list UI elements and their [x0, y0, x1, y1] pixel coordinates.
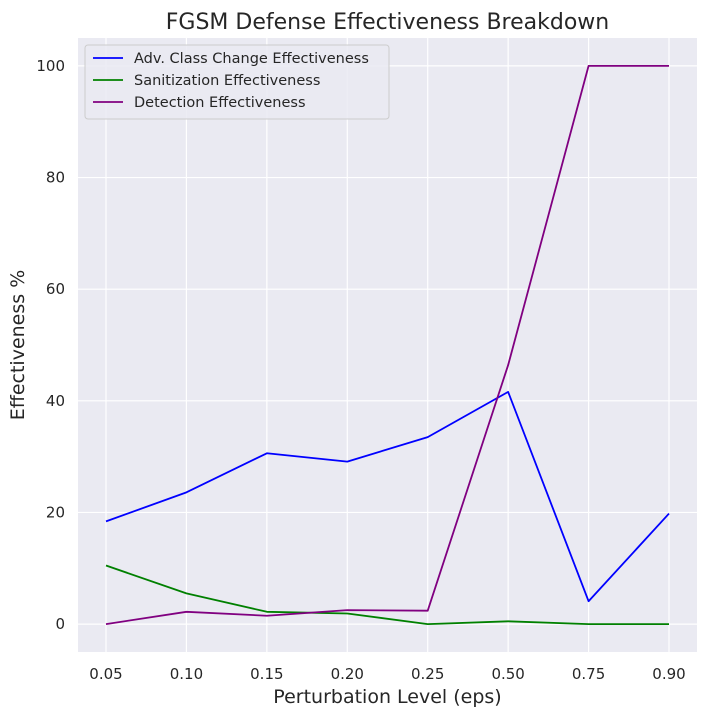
y-tick-label: 20	[46, 503, 65, 521]
x-tick-label: 0.20	[331, 665, 364, 683]
x-axis-label: Perturbation Level (eps)	[273, 686, 501, 708]
legend: Adv. Class Change Effectiveness Sanitizat…	[84, 44, 390, 120]
series-line-1	[105, 390, 670, 603]
legend-label: Adv. Class Change Effectiveness	[134, 51, 369, 67]
y-tick-labels: 0 20 40 60 80 100	[36, 57, 65, 633]
y-tick-label: 0	[55, 615, 65, 633]
x-tick-label: 0.75	[572, 665, 605, 683]
x-tick-label: 0.50	[491, 665, 524, 683]
x-tick-label: 0.05	[89, 665, 122, 683]
x-tick-label: 0.25	[411, 665, 444, 683]
x-tick-label: 0.15	[250, 665, 283, 683]
x-tick-labels: 0.05 0.10 0.15 0.20 0.25 0.50 0.75 0.90	[89, 665, 685, 683]
y-tick-label: 60	[46, 280, 65, 298]
x-tick-label: 0.10	[170, 665, 203, 683]
y-axis-label: Effectiveness %	[7, 270, 29, 421]
series-line-3	[105, 65, 669, 625]
legend-label: Detection Effectiveness	[134, 95, 306, 111]
y-tick-label: 80	[46, 169, 65, 187]
x-tick-label: 0.90	[652, 665, 685, 683]
series-line-2	[105, 564, 669, 625]
plot-area	[78, 38, 697, 652]
chart-title: FGSM Defense Effectiveness Breakdown	[166, 10, 609, 35]
y-tick-label: 40	[46, 392, 65, 410]
series-lines	[105, 65, 670, 625]
legend-box	[84, 44, 390, 120]
y-tick-label: 100	[36, 57, 65, 75]
legend-label: Sanitization Effectiveness	[134, 73, 320, 89]
